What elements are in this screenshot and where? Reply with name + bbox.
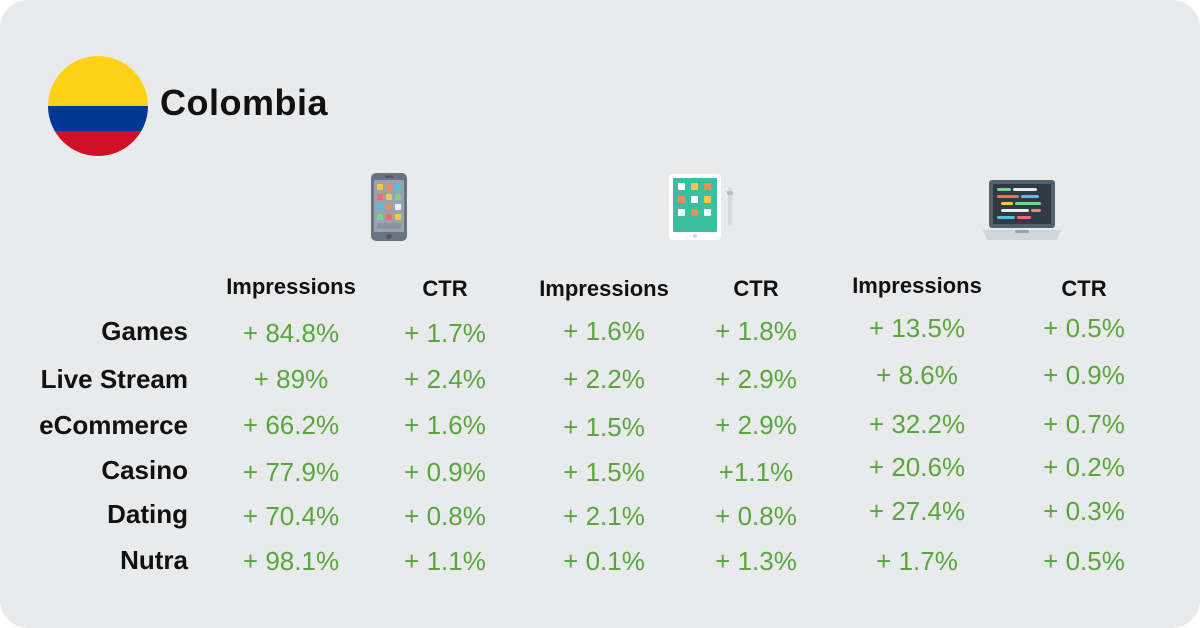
table-cell: + 0.9%: [1043, 360, 1125, 390]
table-cell: + 32.2%: [868, 409, 966, 439]
header-ctr-1: CTR: [422, 276, 468, 301]
header-ctr-3: CTR: [1061, 276, 1107, 301]
table-cell: + 84.8%: [242, 318, 340, 348]
row-label: Casino: [101, 455, 188, 485]
table-cell: + 2.4%: [404, 364, 486, 394]
table-cell: + 0.5%: [1043, 546, 1125, 576]
table-cell: + 0.8%: [404, 501, 486, 531]
table-cell: + 2.9%: [715, 364, 797, 394]
tablet-icon: [669, 174, 733, 240]
table-cell: + 2.1%: [563, 501, 645, 531]
table-cell: + 1.7%: [876, 546, 958, 576]
table-cell: + 70.4%: [242, 501, 340, 531]
table-cell: + 27.4%: [868, 496, 966, 526]
table-cell: + 0.9%: [404, 457, 486, 487]
table-cell: + 0.1%: [563, 546, 645, 576]
table-cell: + 98.1%: [242, 546, 340, 576]
laptop-icon: [983, 180, 1061, 240]
row-label: Nutra: [120, 545, 188, 575]
table-cell: + 2.2%: [563, 364, 645, 394]
table-cell: + 1.5%: [563, 457, 645, 487]
table-cell: + 8.6%: [876, 360, 958, 390]
row-label: Dating: [107, 499, 188, 529]
row-label: Games: [101, 316, 188, 346]
country-title: Colombia: [160, 82, 329, 123]
table-cell: + 2.9%: [715, 410, 797, 440]
table-cell: + 13.5%: [868, 313, 966, 343]
table-cell: + 1.6%: [404, 410, 486, 440]
table-cell: + 1.1%: [404, 546, 486, 576]
table-cell: + 1.5%: [563, 412, 645, 442]
table-cell: + 0.3%: [1043, 496, 1125, 526]
table-cell: + 1.3%: [715, 546, 797, 576]
table-cell: + 0.2%: [1043, 452, 1125, 482]
table-cell: + 89%: [253, 364, 329, 394]
table-cell: + 77.9%: [242, 457, 340, 487]
header-impressions-3: Impressions: [852, 273, 982, 298]
row-label: Live Stream: [40, 364, 188, 394]
smartphone-icon: [371, 173, 407, 241]
header-impressions-2: Impressions: [539, 276, 669, 301]
header-ctr-2: CTR: [733, 276, 779, 301]
table-cell: + 66.2%: [242, 410, 340, 440]
header-impressions-1: Impressions: [226, 274, 356, 299]
table-cell: + 0.8%: [715, 501, 797, 531]
table-cell: + 1.7%: [404, 318, 486, 348]
table-cell: + 20.6%: [868, 452, 966, 482]
table-cell: + 0.5%: [1043, 313, 1125, 343]
colombia-flag-icon: [48, 56, 148, 156]
table-cell: + 0.7%: [1043, 409, 1125, 439]
row-label: eCommerce: [39, 410, 188, 440]
table-cell: +1.1%: [718, 457, 794, 487]
table-cell: + 1.8%: [715, 316, 797, 346]
table-cell: + 1.6%: [563, 316, 645, 346]
